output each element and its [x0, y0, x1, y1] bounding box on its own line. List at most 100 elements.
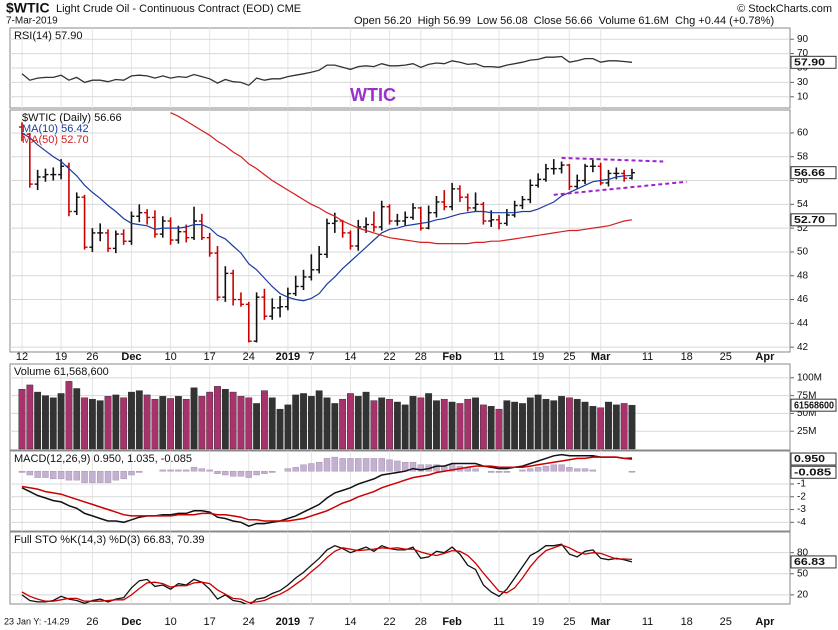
x-tick-label: Dec: [121, 351, 141, 363]
x-tick-label: 25: [563, 351, 575, 363]
volume-bar: [18, 389, 26, 450]
line: [21, 55, 633, 87]
histogram-bar: [534, 467, 542, 472]
histogram-bar: [355, 458, 362, 472]
histogram-bar: [237, 470, 245, 477]
volume-bar: [362, 391, 370, 450]
volume-bar: [229, 391, 237, 450]
volume-bar: [323, 397, 331, 450]
volume-bar: [425, 393, 433, 450]
current-value-box: [790, 213, 837, 227]
volume-bar: [143, 394, 151, 450]
volume-bar: [112, 394, 120, 450]
histogram-bar: [566, 467, 573, 472]
copyright: © StockCharts.com: [737, 3, 832, 15]
y-tick-label: 52: [797, 223, 809, 234]
volume-bar: [409, 396, 417, 450]
histogram-bar: [261, 470, 268, 474]
y-tick-label: 50: [797, 568, 809, 579]
volume-bar: [495, 408, 503, 450]
current-value-label: 0.950: [794, 454, 826, 465]
histogram-bar: [96, 470, 104, 483]
volume-bar: [120, 397, 128, 450]
volume-bar: [253, 403, 260, 450]
current-value-box: [790, 465, 837, 479]
cursor-label: 23 Jan Y: -14.29: [4, 616, 69, 626]
histogram-bar: [112, 470, 120, 481]
x-tick-label: 17: [204, 616, 216, 628]
volume-bar: [448, 401, 456, 450]
histogram-bar: [159, 469, 166, 472]
panel: [9, 531, 791, 605]
volume-bar: [300, 393, 307, 450]
volume-bar: [284, 404, 292, 450]
y-tick-label: 48: [797, 270, 809, 281]
y-tick-label: 60: [797, 128, 809, 139]
x-tick-label: 25: [720, 351, 732, 363]
histogram-bar: [245, 470, 252, 478]
panel-content: [10, 28, 790, 108]
histogram-bar: [574, 468, 581, 472]
y-tick-label: 25M: [797, 426, 816, 437]
current-value-box: [790, 166, 837, 180]
x-tick-label: 2019: [276, 616, 300, 628]
histogram-bar: [323, 458, 331, 472]
x-tick-label: 24: [243, 616, 255, 628]
volume-bar: [347, 393, 354, 450]
x-tick-label: Feb: [442, 616, 462, 628]
histogram-bar: [378, 458, 385, 472]
x-tick-label: 24: [243, 351, 255, 363]
volume-bar: [605, 401, 612, 450]
volume-bar: [135, 390, 143, 450]
volume-bar: [151, 398, 159, 450]
volume-bar: [526, 397, 534, 450]
x-tick-label: 28: [415, 351, 427, 363]
y-tick-label: -4: [797, 517, 806, 528]
volume-bar: [628, 404, 636, 450]
volume-bar: [49, 397, 57, 450]
volume-bar: [65, 381, 73, 450]
histogram-bar: [198, 468, 206, 472]
histogram-bar: [222, 470, 229, 476]
histogram-bar: [65, 470, 73, 481]
volume-bar: [245, 397, 253, 450]
y-tick-label: 20: [797, 590, 809, 601]
histogram-bar: [206, 469, 213, 472]
histogram-bar: [292, 467, 299, 472]
volume-bar: [581, 401, 589, 450]
y-tick-label: 100M: [797, 372, 822, 383]
volume-bar: [331, 403, 339, 450]
volume-bar: [620, 403, 628, 450]
line: [21, 456, 633, 522]
histogram-bar: [89, 470, 96, 483]
volume-bar: [167, 398, 174, 450]
y-tick-label: 30: [797, 77, 809, 88]
y-tick-label: 90: [797, 34, 809, 45]
histogram-bar: [527, 468, 534, 472]
volume-bar: [417, 397, 425, 450]
histogram-bar: [581, 468, 589, 472]
x-tick-label: 22: [383, 351, 395, 363]
line: [21, 453, 633, 528]
histogram-bar: [167, 469, 174, 472]
current-value-box: [790, 398, 837, 412]
volume-bar: [339, 398, 347, 450]
histogram-bar: [229, 470, 237, 477]
volume-bar: [81, 397, 88, 450]
x-tick-label: 14: [344, 351, 356, 363]
panel-title: MACD(12,26,9) 0.950, 1.035, -0.085: [14, 453, 192, 465]
y-tick-label: 50: [797, 247, 809, 258]
histogram-bar: [362, 458, 370, 472]
volume-bar: [34, 391, 42, 450]
panel-title: RSI(14) 57.90: [14, 30, 82, 42]
histogram-bar: [433, 464, 440, 472]
y-tick-label: 46: [797, 294, 809, 305]
volume-bar: [542, 398, 550, 450]
histogram-bar: [18, 470, 26, 473]
histogram-bar: [34, 470, 41, 478]
x-tick-label: 12: [16, 351, 28, 363]
histogram-bar: [315, 462, 323, 472]
volume-bar: [276, 408, 284, 450]
current-value-label: 57.90: [794, 57, 826, 68]
